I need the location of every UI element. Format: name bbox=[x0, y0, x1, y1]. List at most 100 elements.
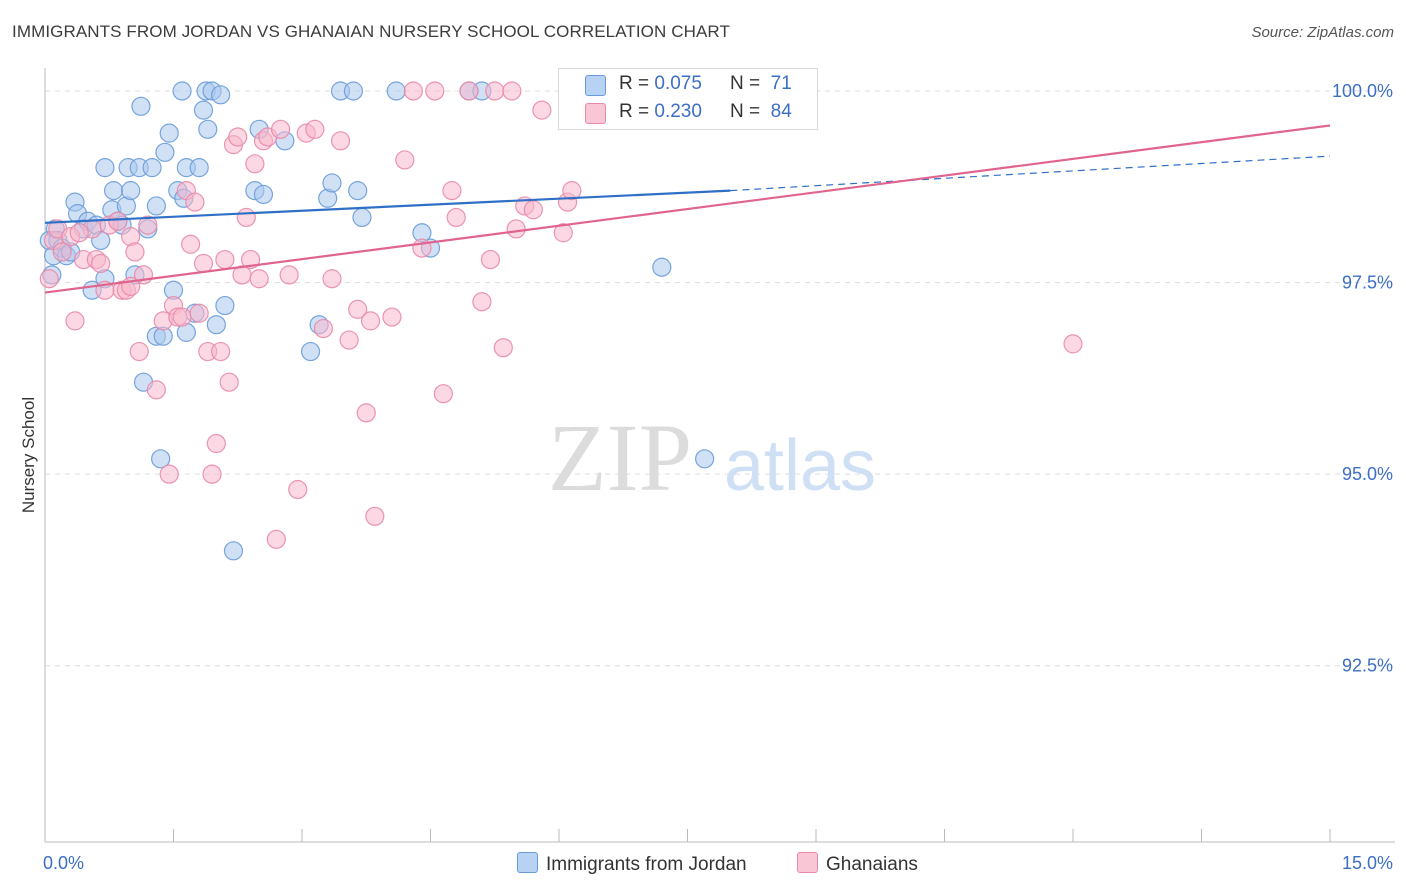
point-ghanaian bbox=[382, 307, 402, 327]
point-jordan bbox=[198, 119, 218, 139]
bottom-legend-label: Ghanaians bbox=[826, 854, 918, 875]
point-ghanaian bbox=[39, 269, 59, 289]
point-ghanaian bbox=[480, 249, 501, 270]
point-ghanaian bbox=[339, 330, 359, 350]
point-jordan bbox=[223, 541, 244, 561]
point-jordan bbox=[103, 181, 124, 201]
point-ghanaian bbox=[219, 372, 239, 392]
point-jordan bbox=[172, 81, 192, 101]
point-jordan bbox=[352, 207, 372, 228]
y-tick-label: 97.5% bbox=[1342, 273, 1393, 293]
point-ghanaian bbox=[125, 242, 145, 262]
point-jordan bbox=[131, 96, 151, 116]
point-jordan bbox=[159, 123, 179, 143]
point-ghanaian bbox=[360, 311, 381, 331]
legend-r-value: 0.075 bbox=[654, 73, 702, 94]
trend-lines bbox=[44, 124, 1331, 294]
point-ghanaian bbox=[330, 131, 351, 151]
point-jordan bbox=[151, 449, 171, 469]
watermark-atlas: atlas bbox=[724, 426, 876, 506]
point-ghanaian bbox=[146, 380, 166, 400]
point-ghanaian bbox=[365, 506, 385, 526]
point-ghanaian bbox=[348, 299, 368, 319]
point-ghanaian bbox=[403, 81, 423, 101]
point-ghanaian bbox=[305, 119, 325, 139]
watermark: ZIP atlas bbox=[548, 404, 876, 511]
point-ghanaian bbox=[181, 234, 201, 254]
point-ghanaian bbox=[172, 307, 192, 327]
point-jordan bbox=[193, 100, 214, 120]
point-jordan bbox=[95, 158, 115, 178]
tick-labels: 92.5% 95.0% 97.5% 100.0% 0.0% 15.0% bbox=[43, 81, 1393, 873]
point-ghanaian bbox=[313, 318, 334, 339]
point-ghanaian bbox=[241, 249, 261, 270]
x-tick-label: 0.0% bbox=[43, 853, 84, 873]
legend-r-value: 0.230 bbox=[654, 101, 702, 122]
point-ghanaian bbox=[506, 219, 526, 239]
point-jordan bbox=[189, 158, 209, 178]
y-tick-label: 92.5% bbox=[1342, 656, 1393, 676]
point-ghanaian bbox=[65, 311, 85, 331]
point-ghanaian bbox=[523, 200, 543, 220]
point-ghanaian bbox=[206, 433, 226, 454]
point-jordan bbox=[348, 181, 368, 201]
stats-legend: R = 0.075 N = 71 R = 0.230 N = 84 bbox=[558, 68, 818, 130]
legend-r-label: R = bbox=[619, 73, 650, 94]
point-ghanaian bbox=[270, 119, 291, 139]
source-label: Source: ZipAtlas.com bbox=[1251, 24, 1394, 41]
point-ghanaian bbox=[502, 81, 522, 101]
bottom-legend-swatch-blue bbox=[517, 852, 538, 873]
point-ghanaian bbox=[446, 207, 466, 228]
point-ghanaian bbox=[138, 215, 158, 235]
legend-n-label: N = bbox=[730, 101, 761, 122]
legend-n-label: N = bbox=[730, 73, 761, 94]
legend-n-value: 84 bbox=[770, 101, 792, 122]
point-jordan bbox=[695, 449, 715, 469]
point-ghanaian bbox=[236, 207, 256, 228]
point-ghanaian bbox=[266, 529, 286, 549]
point-jordan bbox=[215, 295, 235, 316]
point-ghanaian bbox=[472, 292, 492, 312]
point-jordan bbox=[343, 81, 363, 101]
legend-swatch-blue bbox=[585, 75, 606, 96]
bottom-legend-jordan[interactable]: Immigrants from Jordan bbox=[517, 852, 747, 876]
point-ghanaian bbox=[433, 384, 453, 404]
point-ghanaian bbox=[193, 253, 214, 274]
point-ghanaian bbox=[288, 479, 308, 500]
bottom-legend-ghanaian[interactable]: Ghanaians bbox=[797, 852, 918, 876]
point-ghanaian bbox=[108, 211, 128, 231]
point-ghanaian bbox=[485, 81, 505, 101]
x-tick-label: 15.0% bbox=[1342, 853, 1393, 873]
point-ghanaian bbox=[442, 181, 462, 201]
trend-line-ghanaian bbox=[44, 124, 1331, 294]
point-jordan bbox=[142, 158, 162, 178]
y-tick-label: 95.0% bbox=[1342, 464, 1393, 484]
point-ghanaian bbox=[279, 265, 299, 285]
point-ghanaian bbox=[185, 192, 205, 212]
watermark-zip: ZIP bbox=[548, 404, 692, 511]
point-ghanaian bbox=[356, 403, 376, 423]
point-ghanaian bbox=[395, 150, 415, 170]
axes bbox=[44, 68, 1395, 843]
point-ghanaian bbox=[228, 127, 248, 147]
point-ghanaian bbox=[532, 100, 552, 120]
y-tick-label: 100.0% bbox=[1332, 81, 1393, 101]
point-ghanaian bbox=[425, 81, 445, 101]
point-jordan bbox=[322, 173, 342, 193]
point-ghanaian bbox=[129, 341, 149, 362]
point-ghanaian bbox=[459, 81, 479, 101]
point-jordan bbox=[386, 81, 406, 101]
legend-r-label: R = bbox=[619, 101, 650, 122]
series-ghanaian-points bbox=[39, 81, 1083, 549]
point-ghanaian bbox=[493, 338, 513, 358]
point-ghanaian bbox=[562, 181, 582, 201]
point-jordan bbox=[146, 196, 166, 216]
point-jordan bbox=[121, 181, 141, 201]
point-jordan bbox=[300, 341, 321, 362]
legend-n-value: 71 bbox=[770, 73, 792, 94]
point-ghanaian bbox=[189, 303, 209, 323]
point-jordan bbox=[155, 142, 175, 162]
point-jordan bbox=[206, 315, 226, 335]
point-ghanaian bbox=[211, 341, 231, 362]
